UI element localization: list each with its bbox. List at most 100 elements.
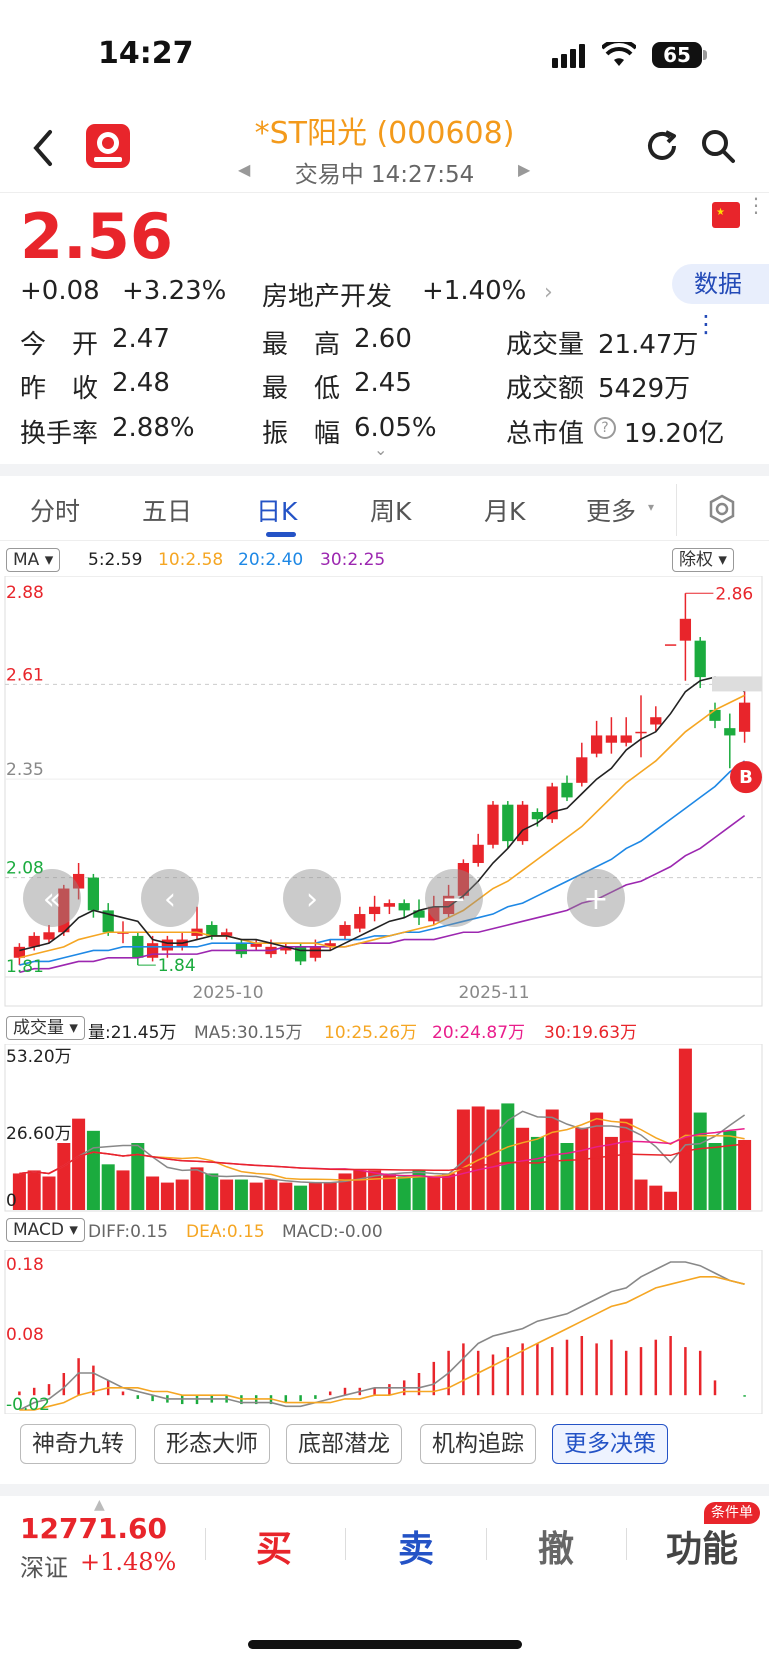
expand-chevron-icon[interactable]: ⌄ [374,440,388,459]
volume-bar [619,1118,633,1210]
footer-sep-1 [205,1528,206,1560]
volume-bar [368,1170,382,1210]
decision-button-2[interactable]: 底部潜龙 [286,1424,402,1464]
tab-3[interactable]: 周K [370,497,412,526]
back-button[interactable] [30,128,56,172]
tab-2[interactable]: 日K [256,497,298,526]
volume-chart[interactable]: 53.20万 26.60万 0 [0,1044,769,1212]
decision-button-0[interactable]: 神奇九转 [20,1424,136,1464]
prev-stock-icon[interactable]: ◀ [238,160,251,179]
volume-bar [220,1179,234,1210]
macd-diff-legend: DIFF:0.15 [88,1222,168,1242]
kline-y-label: 2.61 [6,665,44,685]
volume-bar [294,1185,308,1210]
more-caret-icon[interactable]: ▾ [648,500,655,514]
buy-button[interactable]: 买 [256,1529,293,1570]
china-flag-icon: ★ [712,202,740,228]
chevrons-left-icon[interactable]: « [23,869,81,927]
settings-icon[interactable] [707,494,737,528]
field-label: 成交量 [506,330,585,360]
ma20-legend: 20:2.40 [238,550,304,570]
sector-name[interactable]: 房地产开发 [262,282,393,312]
condition-order-badge[interactable]: 条件单 [704,1502,760,1524]
adjust-selector[interactable]: 除权 ▾ [672,548,734,572]
sell-button[interactable]: 卖 [398,1529,435,1570]
decision-button-3[interactable]: 机构追踪 [420,1424,536,1464]
change-value: +0.08 [20,276,100,306]
field-label: 最 低 [262,374,341,404]
vol-ma5-legend: MA5:30.15万 [194,1023,303,1043]
zoom-out-icon[interactable]: − [425,869,483,927]
section-divider [0,464,769,476]
footer-sep-4 [626,1528,627,1560]
volume-y-label: 0 [6,1191,17,1211]
sector-chevron-icon[interactable]: › [544,280,553,305]
candle-body [146,943,159,958]
wifi-icon [600,38,638,72]
volume-bar [664,1191,678,1210]
volume-bar [678,1048,692,1210]
tab-4[interactable]: 月K [484,497,526,526]
status-time: 14:27 [98,36,194,71]
index-value[interactable]: 12771.60 [20,1512,168,1545]
candle-body [635,731,647,734]
field-value: 2.60 [354,324,412,354]
current-price: 2.56 [20,200,173,273]
candle-body [457,863,470,896]
footer-sep-3 [486,1528,487,1560]
zoom-in-icon[interactable]: + [567,869,625,927]
ma-selector[interactable]: MA ▾ [6,548,61,572]
refresh-icon[interactable] [644,128,680,168]
candle-body [43,932,55,940]
candle-body [280,946,292,951]
field-value: 2.48 [112,368,170,398]
volume-bar [205,1173,219,1210]
sector-percent[interactable]: +1.40% [422,276,527,306]
function-button[interactable]: 功能 [666,1529,739,1570]
candle-body [502,804,514,842]
field-label: 换手率 [20,419,99,449]
active-tab-indicator [266,532,296,537]
volume-bar [42,1176,56,1210]
tab-1[interactable]: 五日 [142,497,193,526]
volume-selector[interactable]: 成交量 ▾ [6,1016,85,1040]
kline-x-label: 2025-11 [458,983,529,1003]
candle-body [220,932,233,936]
candle-body [250,943,262,947]
cancel-button[interactable]: 撤 [538,1529,575,1570]
chevron-left-icon[interactable]: ‹ [141,869,199,927]
volume-bar [397,1176,411,1210]
candle-body [13,946,26,958]
macd-selector-label: MACD [13,1220,64,1240]
index-percent[interactable]: +1.48% [80,1548,177,1576]
volume-bar [516,1127,530,1210]
buy-signal-marker[interactable] [730,761,762,794]
macd-value-legend: MACD:-0.00 [282,1222,383,1242]
macd-selector[interactable]: MACD ▾ [6,1218,85,1242]
candle-body [531,811,544,820]
volume-bar [634,1179,648,1210]
kline-chart[interactable]: 2.88 2.61 2.35 2.08 1.81 2025-10 2025-11 2.86 1.… [0,576,769,1010]
macd-chart[interactable]: 0.18 0.08 -0.02 [0,1250,769,1414]
volume-bar [86,1130,100,1210]
field-value: 2.88% [112,413,195,443]
kline-frame [4,576,763,1007]
field-label: 今 开 [20,330,99,360]
decision-button-4[interactable]: 更多决策 [552,1424,668,1464]
help-icon[interactable]: ? [594,417,616,439]
kline-y-label: 2.88 [6,583,44,603]
more-dots-icon[interactable]: ⋮ [746,193,766,217]
search-icon[interactable] [700,128,736,168]
candle-body [546,786,558,820]
next-stock-icon[interactable]: ▶ [518,160,531,179]
volume-bar [530,1136,544,1210]
volume-y-label: 26.60万 [6,1124,72,1144]
decision-button-1[interactable]: 形态大师 [154,1424,270,1464]
volume-bar [146,1176,160,1210]
data-button[interactable]: 数据 ⋮ [672,264,769,338]
index-name[interactable]: 深证 [20,1554,68,1582]
volume-bar [160,1182,174,1210]
tab-0[interactable]: 分时 [30,497,81,526]
tab-5[interactable]: 更多 [586,497,637,526]
chevron-right-icon[interactable]: › [283,869,341,927]
